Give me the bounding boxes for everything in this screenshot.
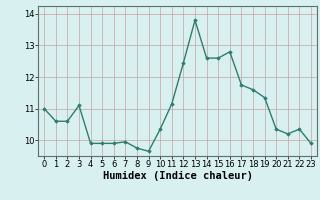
X-axis label: Humidex (Indice chaleur): Humidex (Indice chaleur) — [103, 171, 252, 181]
